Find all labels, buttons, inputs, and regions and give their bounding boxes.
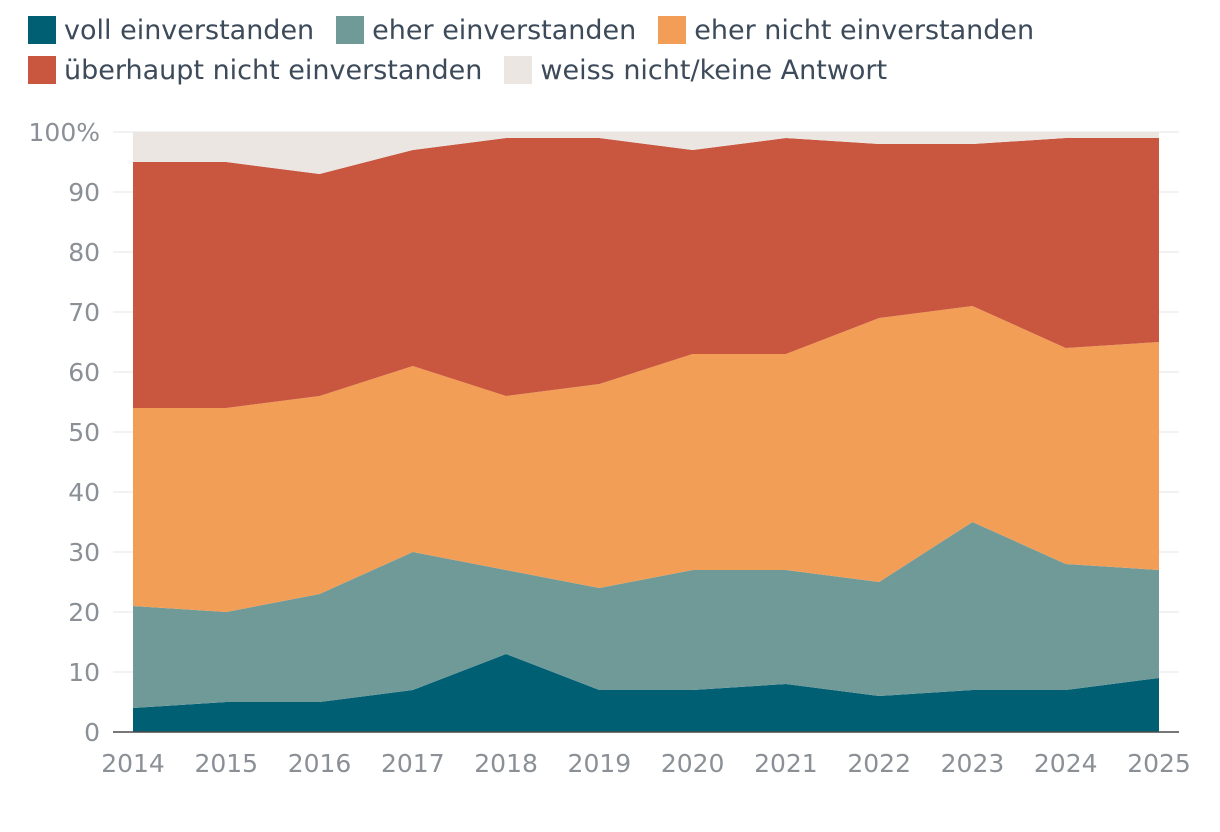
y-tick-label-0: 0 xyxy=(84,718,100,747)
y-tick-label-4: 40 xyxy=(68,478,100,507)
legend-label-eher-nicht: eher nicht einverstanden xyxy=(694,14,1035,46)
legend-swatch-voll xyxy=(28,16,56,44)
legend-item-weiss-nicht: weiss nicht/keine Antwort xyxy=(504,55,887,86)
legend-swatch-ueberhaupt-nicht xyxy=(28,56,56,84)
legend-item-eher: eher einverstanden xyxy=(336,15,636,46)
legend-label-voll: voll einverstanden xyxy=(64,14,315,46)
y-tick-label-10: 100% xyxy=(29,118,100,147)
y-tick-label-7: 70 xyxy=(68,298,100,327)
axis-layer: 0 10 20 30 40 50 60 70 80 90 100% 2014 2015 2016 2017 2… xyxy=(29,118,1191,778)
x-tick-label-2019: 2019 xyxy=(568,749,632,778)
x-tick-label-2015: 2015 xyxy=(194,749,258,778)
legend-swatch-eher xyxy=(336,16,365,44)
chart-legend: voll einverstanden eher einverstanden eh… xyxy=(28,10,1208,90)
y-tick-label-5: 50 xyxy=(68,418,100,447)
area-layer xyxy=(133,132,1159,732)
legend-label-ueberhaupt-nicht: überhaupt nicht einverstanden xyxy=(64,54,483,86)
area-series-eher-nicht-einverstanden xyxy=(133,306,1159,612)
y-tick-label-8: 80 xyxy=(68,238,100,267)
area-series-eher-einverstanden xyxy=(133,522,1159,708)
legend-row-2: überhaupt nicht einverstanden weiss nich… xyxy=(28,50,1208,90)
x-tick-label-2016: 2016 xyxy=(288,749,352,778)
x-tick-label-2014: 2014 xyxy=(101,749,165,778)
area-series-überhaupt-nicht-einverstanden xyxy=(133,138,1159,408)
legend-label-eher: eher einverstanden xyxy=(372,14,637,46)
y-tick-label-2: 20 xyxy=(68,598,100,627)
x-tick-label-2024: 2024 xyxy=(1034,749,1098,778)
y-tick-label-1: 10 xyxy=(68,658,100,687)
x-tick-label-2017: 2017 xyxy=(381,749,445,778)
legend-row-1: voll einverstanden eher einverstanden eh… xyxy=(28,10,1208,50)
area-series-voll-einverstanden xyxy=(133,654,1159,732)
x-tick-label-2021: 2021 xyxy=(754,749,818,778)
legend-label-weiss-nicht: weiss nicht/keine Antwort xyxy=(540,54,888,86)
y-tick-label-6: 60 xyxy=(68,358,100,387)
y-tick-label-3: 30 xyxy=(68,538,100,567)
x-tick-label-2023: 2023 xyxy=(941,749,1005,778)
x-tick-label-2025: 2025 xyxy=(1127,749,1191,778)
legend-swatch-eher-nicht xyxy=(658,16,687,44)
x-tick-label-2022: 2022 xyxy=(847,749,911,778)
x-tick-label-2020: 2020 xyxy=(661,749,725,778)
legend-swatch-weiss-nicht xyxy=(504,56,533,84)
legend-item-eher-nicht: eher nicht einverstanden xyxy=(658,15,1034,46)
legend-item-ueberhaupt-nicht: überhaupt nicht einverstanden xyxy=(28,55,482,86)
y-tick-label-9: 90 xyxy=(68,178,100,207)
area-series-weiss-nicht-keine-antwort xyxy=(133,132,1159,174)
x-tick-label-2018: 2018 xyxy=(474,749,538,778)
legend-item-voll: voll einverstanden xyxy=(28,15,314,46)
